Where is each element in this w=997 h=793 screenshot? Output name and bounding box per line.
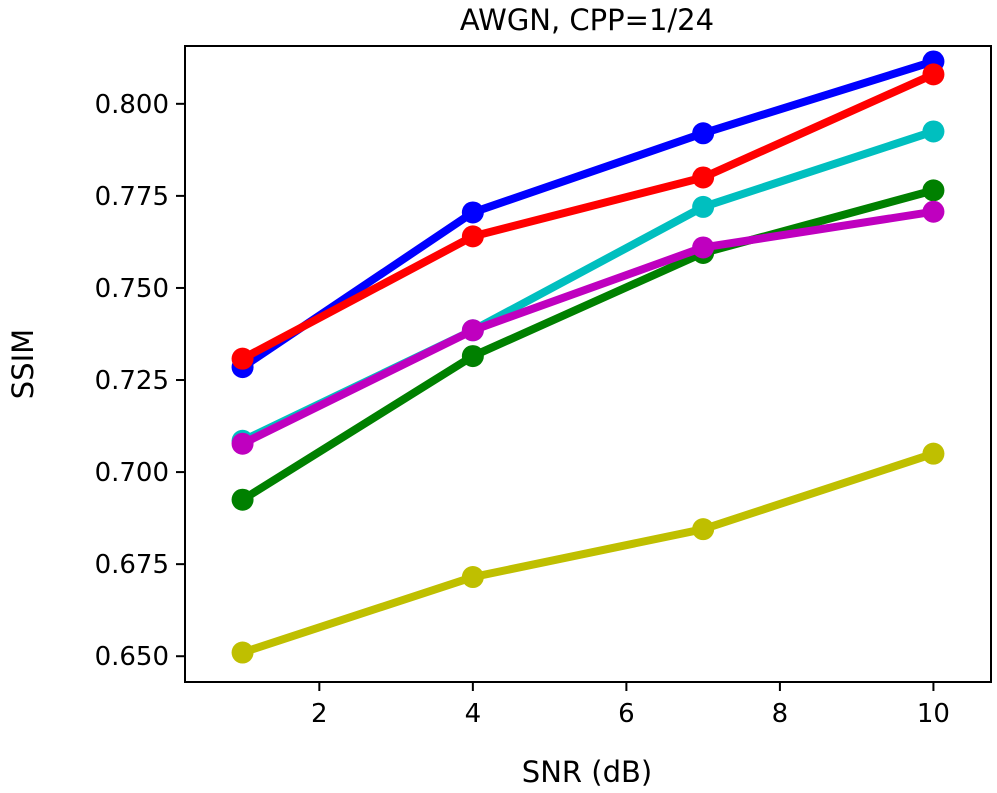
series-yellow [231, 442, 945, 664]
chart-title: AWGN, CPP=1/24 [460, 3, 714, 37]
x-tick-label: 2 [311, 699, 328, 729]
y-tick-label: 0.700 [95, 458, 169, 488]
series-red [231, 63, 945, 370]
data-point-red [231, 347, 254, 370]
y-tick-label: 0.800 [95, 90, 169, 120]
plot-frame [184, 45, 992, 683]
series-line-blue [238, 57, 938, 372]
data-point-yellow [922, 442, 945, 465]
data-point-red [922, 63, 945, 86]
x-tick-label: 6 [618, 699, 635, 729]
series-line-red [238, 70, 938, 363]
y-axis-ticks: 0.650 0.675 0.700 0.725 0.750 0.775 0.800 [95, 90, 185, 672]
y-tick-label: 0.725 [95, 366, 169, 396]
y-tick-label: 0.650 [95, 642, 169, 672]
x-tick-label: 8 [772, 699, 789, 729]
series-magenta [231, 200, 945, 455]
x-axis-ticks: 2 4 6 8 10 [311, 682, 950, 729]
data-point-cyan [692, 195, 715, 218]
x-tick-label: 10 [917, 699, 950, 729]
data-point-magenta [922, 200, 945, 223]
data-point-green [461, 345, 484, 368]
x-axis-label: SNR (dB) [522, 755, 652, 789]
y-tick-label: 0.750 [95, 274, 169, 304]
data-point-magenta [692, 236, 715, 259]
data-point-red [461, 225, 484, 248]
series-line-yellow [238, 449, 938, 657]
data-point-green [231, 488, 254, 511]
data-point-yellow [231, 641, 254, 664]
y-tick-label: 0.675 [95, 550, 169, 580]
series-layer [231, 50, 945, 664]
data-point-cyan [922, 120, 945, 143]
data-point-magenta [461, 319, 484, 342]
series-line-green [238, 186, 938, 504]
data-point-red [692, 166, 715, 189]
data-point-green [922, 179, 945, 202]
data-point-magenta [231, 432, 254, 455]
x-tick-label: 4 [465, 699, 482, 729]
data-point-yellow [461, 566, 484, 589]
y-tick-label: 0.775 [95, 182, 169, 212]
series-line-magenta [238, 207, 938, 448]
data-point-yellow [692, 518, 715, 541]
data-point-blue [692, 122, 715, 145]
y-axis-label: SSIM [6, 329, 40, 399]
data-point-blue [461, 201, 484, 224]
